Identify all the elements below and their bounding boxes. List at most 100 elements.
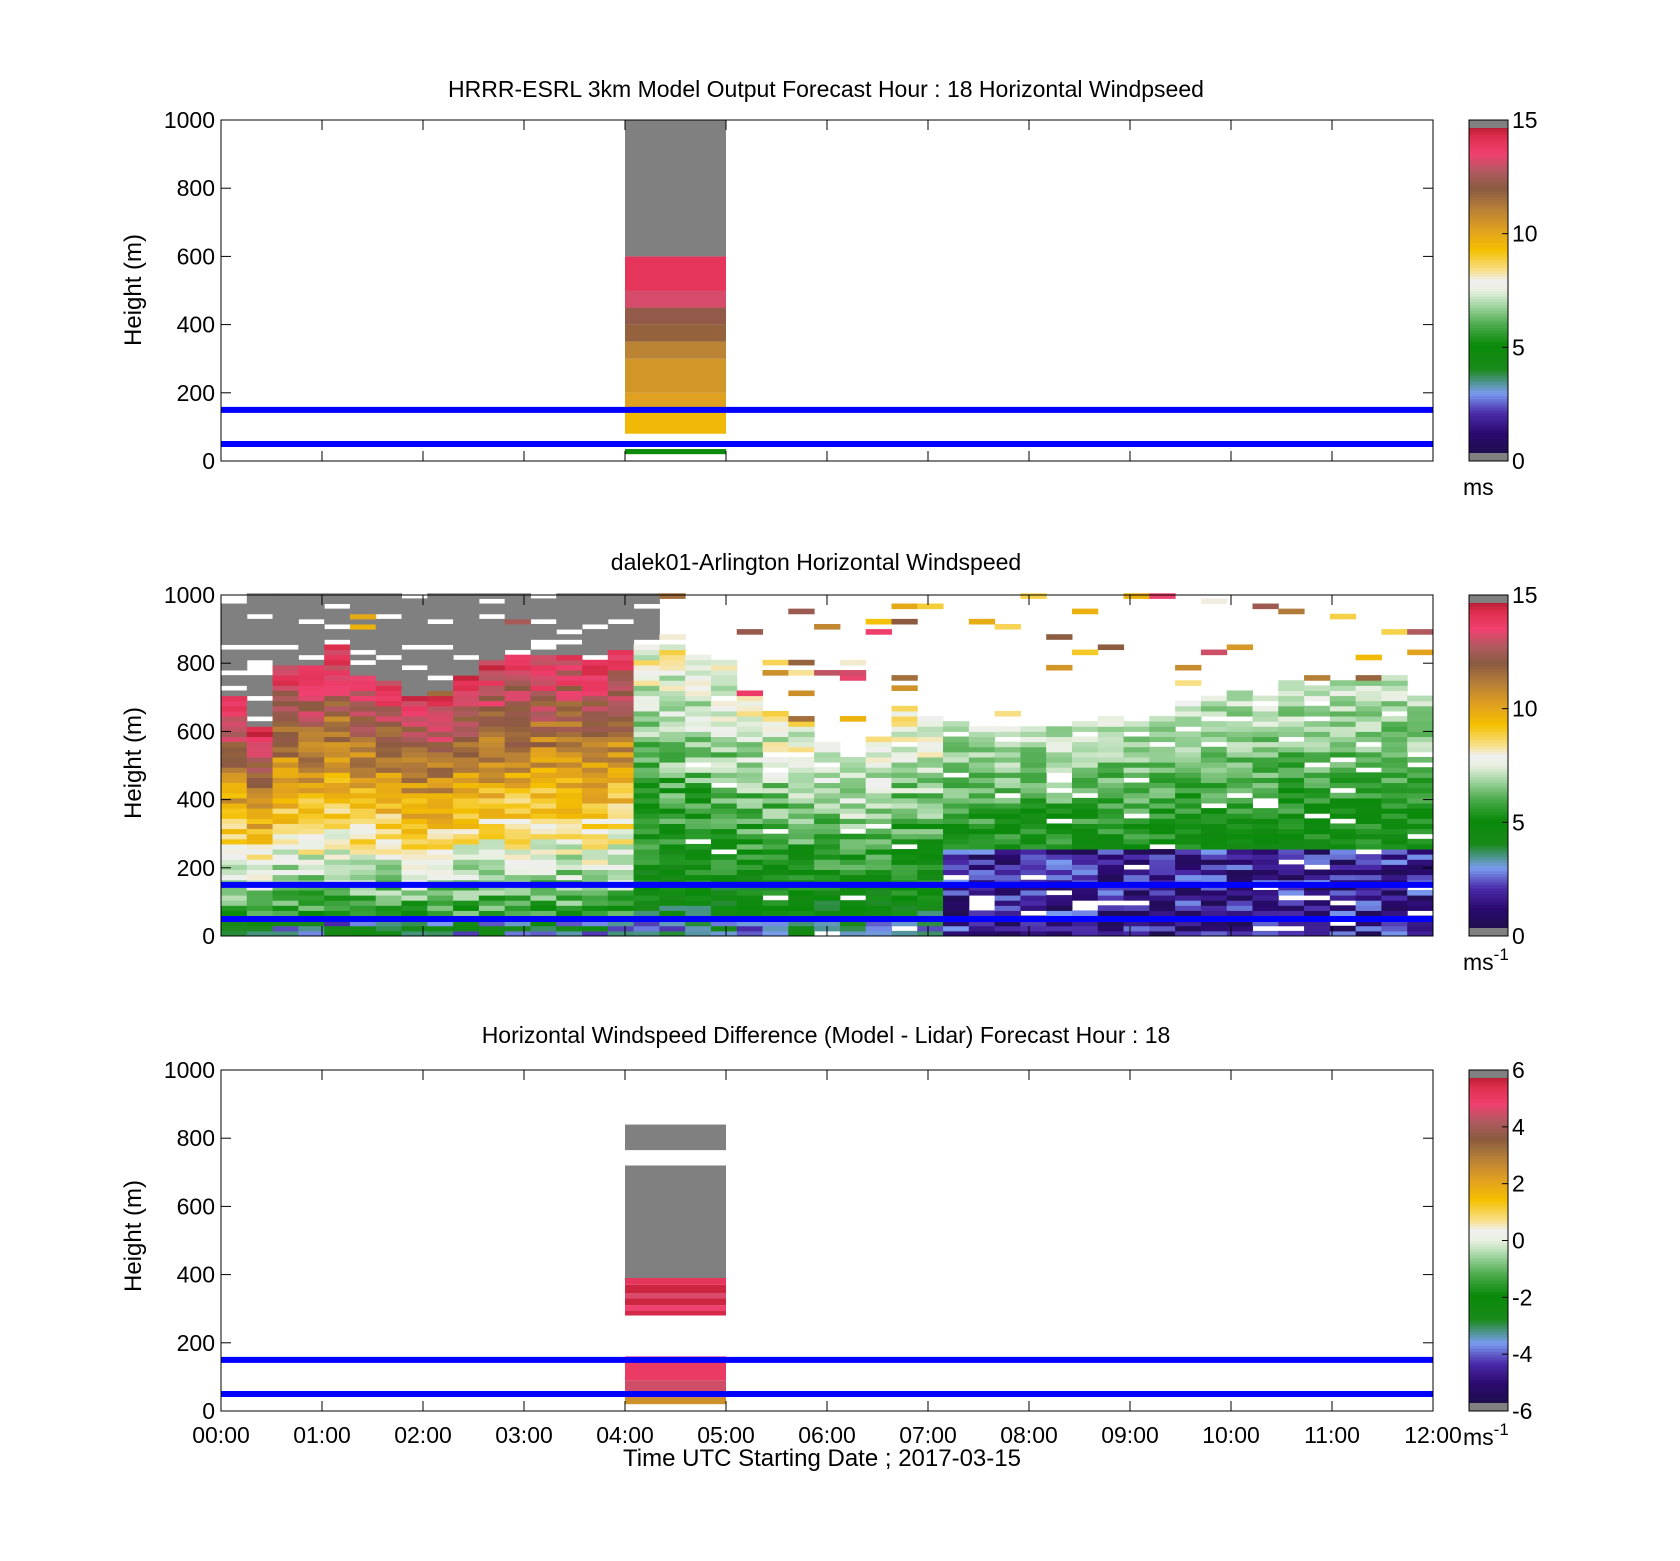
heatmap-cell xyxy=(1200,838,1228,845)
heatmap-cell xyxy=(891,721,918,727)
colorbar-segment xyxy=(1469,833,1508,838)
heatmap-cell xyxy=(1046,746,1073,753)
colorbar-segment xyxy=(1469,196,1508,201)
colorbar-segment xyxy=(1469,765,1508,769)
heatmap-cell xyxy=(1226,818,1253,824)
heatmap-cell xyxy=(1149,751,1176,758)
heatmap-cell xyxy=(994,797,1021,804)
heatmap-cell xyxy=(1175,782,1202,789)
heatmap-cell xyxy=(607,843,635,850)
heatmap-cell xyxy=(1097,772,1125,778)
heatmap-cell xyxy=(1278,685,1305,691)
heatmap-cell xyxy=(401,797,428,804)
heatmap-cell xyxy=(427,895,454,901)
heatmap-cell xyxy=(453,639,480,645)
heatmap-cell xyxy=(839,833,867,840)
heatmap-cell xyxy=(1407,813,1434,819)
heatmap-cell xyxy=(607,859,635,865)
heatmap-cell xyxy=(814,910,841,917)
heatmap-cell xyxy=(272,690,299,697)
heatmap-cell xyxy=(530,767,557,773)
colorbar-segment xyxy=(1469,696,1508,701)
heatmap-cell xyxy=(607,823,635,830)
heatmap-cell xyxy=(221,716,248,722)
heatmap-cell xyxy=(1381,736,1408,743)
heatmap-cell xyxy=(762,797,789,804)
heatmap-cell xyxy=(1175,869,1202,876)
heatmap-cell xyxy=(1149,905,1176,911)
heatmap-cell xyxy=(582,813,609,819)
heatmap-cell xyxy=(607,716,635,722)
heatmap-cell xyxy=(1071,808,1099,814)
heatmap-cell xyxy=(917,762,944,768)
heatmap-cell xyxy=(1149,772,1176,778)
heatmap-cell xyxy=(427,828,454,835)
heatmap-cell xyxy=(504,629,531,635)
heatmap-cell xyxy=(1252,930,1279,937)
heatmap-cell xyxy=(1020,869,1047,876)
heatmap-cell xyxy=(349,823,377,830)
colorbar-segment xyxy=(1469,847,1508,852)
heatmap-cell xyxy=(710,670,738,676)
colorbar-segment xyxy=(1469,1356,1508,1361)
heatmap-cell xyxy=(427,664,454,671)
heatmap-cell xyxy=(943,787,970,794)
heatmap-cell xyxy=(1149,823,1176,830)
colorbar-segment xyxy=(1469,449,1508,453)
colorbar-segment xyxy=(1469,711,1508,715)
heatmap-cell xyxy=(298,741,325,748)
colorbar-segment xyxy=(1469,722,1508,727)
heatmap-cell xyxy=(1329,803,1357,809)
heatmap-cell xyxy=(298,731,325,738)
heatmap-cell xyxy=(762,849,789,855)
heatmap-cell xyxy=(710,895,738,901)
heatmap-cell xyxy=(349,838,377,845)
heatmap-cell xyxy=(917,808,944,814)
heatmap-cell xyxy=(556,920,583,927)
heatmap-cell xyxy=(839,925,867,932)
heatmap-cell xyxy=(788,762,815,768)
heatmap-cell xyxy=(1046,762,1073,768)
heatmap-cell xyxy=(736,803,764,809)
heatmap-cell xyxy=(298,629,325,635)
heatmap-cell xyxy=(375,639,403,645)
heatmap-cell xyxy=(1123,818,1150,824)
heatmap-cell xyxy=(865,746,892,753)
heatmap-cell xyxy=(582,598,609,605)
heatmap-cell xyxy=(221,634,248,640)
heatmap-cell xyxy=(917,797,944,804)
colorbar-segment xyxy=(1469,167,1508,172)
heatmap-cell xyxy=(607,675,635,681)
heatmap-cell xyxy=(582,731,609,738)
heatmap-cell xyxy=(478,854,506,860)
heatmap-cell xyxy=(401,639,428,645)
heatmap-cell xyxy=(401,618,428,625)
heatmap-cell xyxy=(1097,803,1125,809)
colorbar-segment xyxy=(1469,1336,1508,1341)
heatmap-cell xyxy=(1175,818,1202,824)
heatmap-cell xyxy=(349,613,377,620)
colorbar-segment xyxy=(1469,892,1508,897)
heatmap-cell xyxy=(891,854,918,860)
colorbar-segment xyxy=(1469,1328,1508,1332)
heatmap-cell xyxy=(349,910,377,917)
heatmap-cell xyxy=(427,756,454,763)
heatmap-cell xyxy=(1175,700,1202,707)
heatmap-cell xyxy=(865,777,892,784)
heatmap-cell xyxy=(891,930,918,937)
heatmap-cell xyxy=(1304,695,1331,702)
heatmap-cell xyxy=(530,741,557,748)
heatmap-cell xyxy=(556,864,583,871)
heatmap-cell xyxy=(1175,710,1202,717)
heatmap-cell xyxy=(865,905,892,911)
heatmap-cell xyxy=(401,680,428,686)
colorbar-segment xyxy=(1469,338,1508,343)
heatmap-cell xyxy=(221,787,248,794)
heatmap-cell xyxy=(710,803,738,809)
panel-lidar-ylabel: Height (m) xyxy=(120,707,147,819)
heatmap-cell xyxy=(1355,854,1382,860)
heatmap-cell xyxy=(349,767,377,773)
colorbar-segment xyxy=(1469,1080,1508,1085)
heatmap-cell xyxy=(762,670,789,676)
heatmap-cell xyxy=(891,864,918,871)
